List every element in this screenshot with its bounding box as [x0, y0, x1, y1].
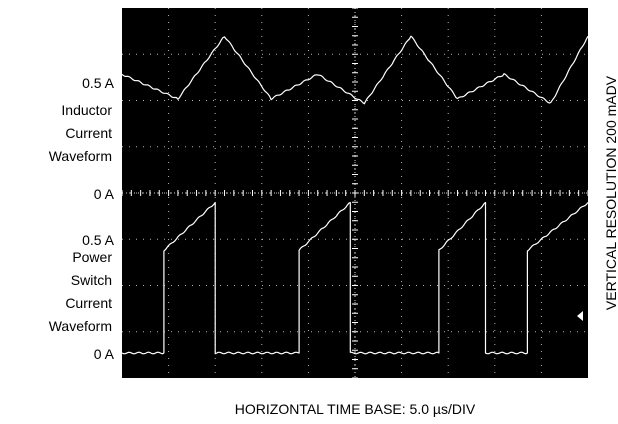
switch-current-trace [121, 201, 589, 355]
channel-marker-icon [577, 311, 583, 321]
switch-label-line3: Current [65, 295, 112, 311]
switch-label-line1: Power [72, 249, 112, 265]
vertical-resolution-label: VERTICAL RESOLUTION 200 mADV [603, 75, 618, 310]
inductor-half-label: 0.5 A [82, 75, 115, 91]
inductor-label-line2: Current [65, 125, 112, 141]
x-axis-label: HORIZONTAL TIME BASE: 5.0 µs/DIV [235, 401, 476, 417]
switch-label-line2: Switch [71, 272, 112, 288]
inductor-label-line1: Inductor [61, 102, 112, 118]
grid [121, 7, 589, 379]
switch-zero-label: 0 A [94, 346, 115, 362]
inductor-zero-label: 0 A [94, 186, 115, 202]
inductor-current-trace [121, 35, 589, 105]
inductor-label-line3: Waveform [49, 148, 112, 164]
traces [121, 35, 589, 355]
switch-half-label: 0.5 A [82, 232, 115, 248]
switch-label-line4: Waveform [49, 318, 112, 334]
